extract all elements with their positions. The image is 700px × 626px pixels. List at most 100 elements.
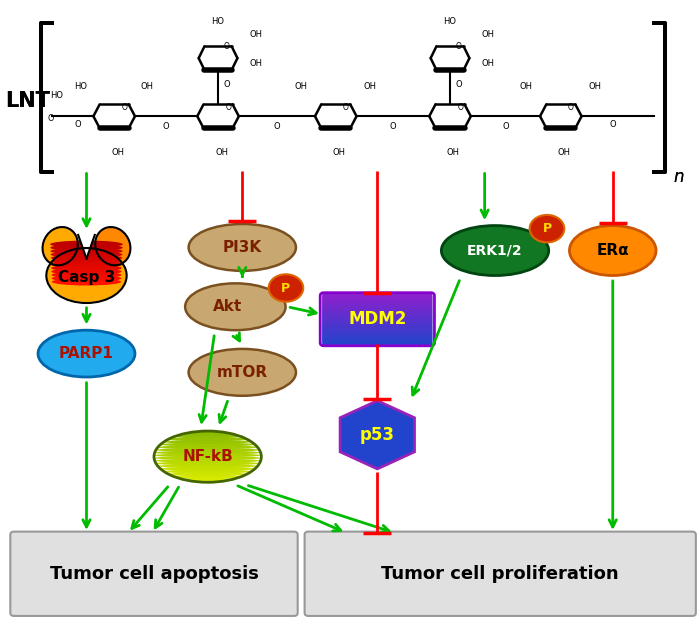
- Text: P: P: [281, 282, 290, 294]
- Ellipse shape: [51, 257, 122, 265]
- Text: LNT: LNT: [5, 91, 50, 111]
- FancyBboxPatch shape: [322, 315, 433, 321]
- FancyBboxPatch shape: [322, 325, 433, 331]
- Ellipse shape: [51, 261, 122, 269]
- Ellipse shape: [155, 451, 260, 454]
- Ellipse shape: [183, 478, 232, 481]
- Text: O: O: [48, 114, 54, 123]
- Ellipse shape: [96, 228, 130, 265]
- Text: O: O: [457, 103, 463, 113]
- Text: p53: p53: [360, 426, 395, 444]
- Text: O: O: [343, 103, 349, 113]
- Text: O: O: [502, 121, 509, 131]
- Text: O: O: [121, 103, 127, 113]
- Text: MDM2: MDM2: [348, 310, 407, 328]
- Ellipse shape: [155, 459, 260, 463]
- Ellipse shape: [52, 271, 121, 279]
- FancyBboxPatch shape: [322, 302, 433, 309]
- Ellipse shape: [164, 440, 251, 444]
- Text: PARP1: PARP1: [59, 346, 114, 361]
- Polygon shape: [78, 235, 95, 260]
- Text: OH: OH: [482, 59, 495, 68]
- Ellipse shape: [169, 472, 247, 476]
- Ellipse shape: [50, 240, 122, 248]
- Text: OH: OH: [141, 82, 154, 91]
- Ellipse shape: [51, 264, 122, 272]
- Text: Tumor cell proliferation: Tumor cell proliferation: [382, 565, 619, 583]
- Text: P: P: [542, 222, 552, 235]
- Text: OH: OH: [250, 59, 262, 68]
- Text: Casp 3: Casp 3: [58, 270, 115, 285]
- Text: O: O: [568, 103, 574, 113]
- Ellipse shape: [175, 434, 241, 438]
- Ellipse shape: [169, 437, 247, 441]
- FancyBboxPatch shape: [322, 305, 433, 311]
- FancyBboxPatch shape: [322, 317, 433, 324]
- Ellipse shape: [50, 244, 122, 252]
- FancyBboxPatch shape: [322, 293, 433, 299]
- Text: LNT: LNT: [5, 91, 50, 111]
- Text: O: O: [75, 120, 81, 130]
- Text: NF-kB: NF-kB: [182, 449, 233, 464]
- Ellipse shape: [570, 225, 656, 275]
- FancyBboxPatch shape: [322, 330, 433, 336]
- Ellipse shape: [50, 251, 122, 259]
- Text: HO: HO: [211, 18, 225, 26]
- Text: OH: OH: [332, 148, 346, 157]
- FancyBboxPatch shape: [322, 297, 433, 304]
- Ellipse shape: [156, 448, 260, 452]
- Text: O: O: [223, 43, 230, 51]
- Text: OH: OH: [589, 82, 602, 91]
- Text: mTOR: mTOR: [217, 365, 268, 380]
- FancyBboxPatch shape: [322, 300, 433, 306]
- Ellipse shape: [164, 470, 251, 473]
- Ellipse shape: [160, 443, 255, 446]
- Ellipse shape: [52, 275, 121, 282]
- Text: Akt: Akt: [212, 299, 241, 314]
- Text: HO: HO: [444, 18, 456, 26]
- Ellipse shape: [51, 254, 122, 262]
- FancyBboxPatch shape: [322, 327, 433, 334]
- FancyBboxPatch shape: [322, 295, 433, 301]
- Ellipse shape: [158, 445, 258, 449]
- Text: OH: OH: [215, 148, 228, 157]
- Ellipse shape: [156, 461, 260, 465]
- Polygon shape: [340, 401, 414, 469]
- Text: O: O: [225, 103, 231, 113]
- Text: O: O: [390, 121, 396, 131]
- Text: ERα: ERα: [596, 243, 629, 258]
- Ellipse shape: [38, 330, 135, 377]
- FancyBboxPatch shape: [322, 310, 433, 316]
- Ellipse shape: [51, 268, 122, 275]
- Text: HO: HO: [74, 82, 88, 91]
- Ellipse shape: [175, 475, 241, 479]
- Ellipse shape: [530, 215, 564, 242]
- FancyBboxPatch shape: [322, 320, 433, 326]
- Ellipse shape: [158, 464, 258, 468]
- FancyBboxPatch shape: [322, 312, 433, 319]
- Text: OH: OH: [295, 82, 307, 91]
- Text: O: O: [163, 121, 169, 131]
- FancyBboxPatch shape: [322, 335, 433, 341]
- Text: O: O: [610, 120, 616, 130]
- Text: OH: OH: [364, 82, 377, 91]
- Text: Tumor cell apoptosis: Tumor cell apoptosis: [50, 565, 258, 583]
- Text: PI3K: PI3K: [223, 240, 262, 255]
- Text: HO: HO: [50, 91, 63, 100]
- Ellipse shape: [154, 453, 261, 458]
- FancyBboxPatch shape: [10, 531, 298, 616]
- Ellipse shape: [154, 456, 261, 460]
- Ellipse shape: [186, 284, 286, 330]
- Ellipse shape: [43, 228, 77, 265]
- Ellipse shape: [50, 247, 122, 255]
- Text: n: n: [673, 168, 684, 186]
- FancyBboxPatch shape: [322, 332, 433, 339]
- FancyBboxPatch shape: [322, 337, 433, 343]
- FancyBboxPatch shape: [322, 339, 433, 346]
- Ellipse shape: [52, 278, 121, 285]
- Text: OH: OH: [558, 148, 570, 157]
- Ellipse shape: [442, 225, 549, 275]
- Ellipse shape: [188, 224, 296, 271]
- Text: OH: OH: [250, 30, 262, 39]
- Text: n: n: [673, 168, 684, 186]
